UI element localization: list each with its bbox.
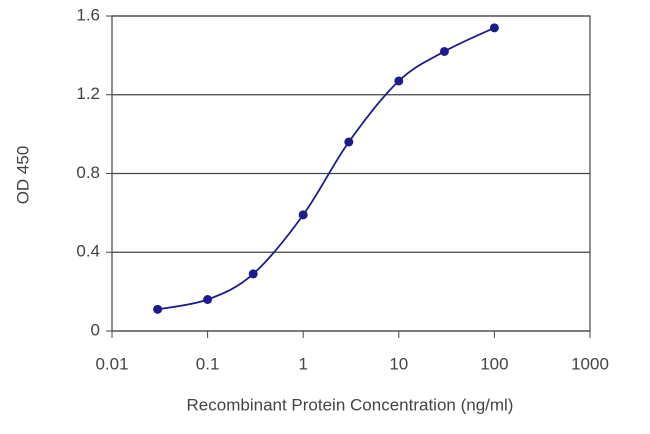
- data-point: [394, 76, 404, 86]
- y-tick-label: 0.4: [76, 242, 100, 261]
- data-point: [153, 304, 163, 314]
- x-tick-label: 1: [298, 354, 307, 373]
- plot-frame: [111, 15, 591, 332]
- x-tick-label: 100: [480, 354, 508, 373]
- x-tick-label: 1000: [571, 354, 609, 373]
- x-axis-label: Recombinant Protein Concentration (ng/ml…: [187, 395, 514, 414]
- y-axis-label: OD 450: [13, 146, 32, 205]
- data-point: [298, 210, 308, 220]
- y-tick-label: 1.6: [76, 5, 100, 24]
- y-tick-label: 1.2: [76, 84, 100, 103]
- y-tick-label: 0: [91, 320, 100, 339]
- x-tick-label: 0.1: [196, 354, 220, 373]
- data-point: [203, 295, 213, 304]
- data-point: [439, 46, 449, 56]
- data-point: [248, 269, 258, 279]
- curve: [157, 26, 495, 311]
- data-point: [344, 137, 354, 147]
- y-tick-label: 0.8: [76, 163, 100, 182]
- x-tick-label: 10: [389, 354, 408, 373]
- data-point: [489, 23, 499, 33]
- x-tick-label: 0.01: [95, 354, 128, 373]
